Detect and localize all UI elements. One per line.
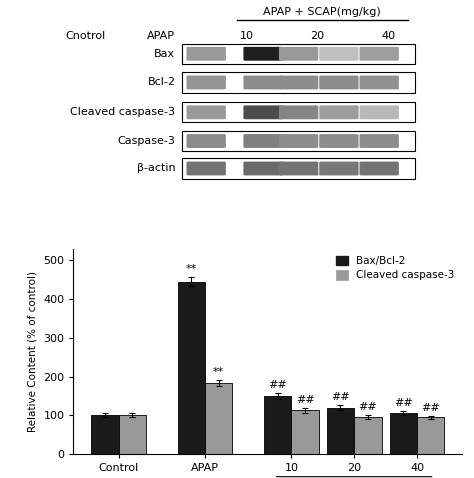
FancyBboxPatch shape [244, 134, 283, 148]
FancyBboxPatch shape [319, 47, 359, 61]
FancyBboxPatch shape [360, 76, 399, 89]
FancyBboxPatch shape [279, 47, 319, 61]
FancyBboxPatch shape [182, 72, 415, 93]
FancyBboxPatch shape [244, 47, 283, 61]
Text: β-actin: β-actin [137, 163, 175, 174]
Text: Caspase-3: Caspase-3 [118, 136, 175, 146]
Text: Cnotrol: Cnotrol [65, 31, 105, 41]
Text: Bax: Bax [154, 49, 175, 59]
FancyBboxPatch shape [186, 162, 226, 175]
FancyBboxPatch shape [360, 134, 399, 148]
Bar [327, 408, 354, 454]
Text: APAP + SCAP(mg/kg): APAP + SCAP(mg/kg) [264, 7, 381, 17]
FancyBboxPatch shape [319, 76, 359, 89]
Text: 10: 10 [239, 31, 254, 41]
Text: ##: ## [268, 380, 287, 390]
Bar [417, 417, 445, 454]
FancyBboxPatch shape [360, 47, 399, 61]
Y-axis label: Relative Content (% of control): Relative Content (% of control) [28, 271, 38, 432]
FancyBboxPatch shape [186, 106, 226, 119]
Text: ##: ## [296, 395, 314, 405]
Text: ##: ## [331, 392, 350, 402]
FancyBboxPatch shape [182, 102, 415, 122]
Text: 40: 40 [382, 31, 396, 41]
Text: Cleaved caspase-3: Cleaved caspase-3 [70, 108, 175, 117]
FancyBboxPatch shape [360, 106, 399, 119]
Legend: Bax/Bcl-2, Cleaved caspase-3: Bax/Bcl-2, Cleaved caspase-3 [334, 254, 457, 282]
FancyBboxPatch shape [244, 106, 283, 119]
Bar [118, 415, 146, 454]
Bar [205, 383, 232, 454]
FancyBboxPatch shape [279, 134, 319, 148]
FancyBboxPatch shape [182, 158, 415, 179]
FancyBboxPatch shape [319, 106, 359, 119]
Bar [292, 410, 319, 454]
FancyBboxPatch shape [186, 134, 226, 148]
FancyBboxPatch shape [244, 162, 283, 175]
Text: APAP: APAP [147, 31, 175, 41]
FancyBboxPatch shape [186, 76, 226, 89]
FancyBboxPatch shape [186, 47, 226, 61]
FancyBboxPatch shape [182, 43, 415, 64]
Text: 20: 20 [310, 31, 325, 41]
FancyBboxPatch shape [319, 162, 359, 175]
Text: **: ** [186, 264, 197, 274]
FancyBboxPatch shape [279, 106, 319, 119]
FancyBboxPatch shape [319, 134, 359, 148]
Text: ##: ## [358, 402, 377, 412]
FancyBboxPatch shape [279, 162, 319, 175]
Bar [177, 282, 205, 454]
Text: ##: ## [421, 402, 440, 413]
Bar [264, 396, 292, 454]
Bar [91, 415, 118, 454]
Text: ##: ## [394, 398, 413, 408]
FancyBboxPatch shape [244, 76, 283, 89]
FancyBboxPatch shape [182, 131, 415, 151]
Text: **: ** [213, 367, 224, 377]
FancyBboxPatch shape [360, 162, 399, 175]
Bar [354, 417, 382, 454]
Text: Bcl-2: Bcl-2 [147, 77, 175, 87]
FancyBboxPatch shape [279, 76, 319, 89]
Bar [390, 413, 417, 454]
